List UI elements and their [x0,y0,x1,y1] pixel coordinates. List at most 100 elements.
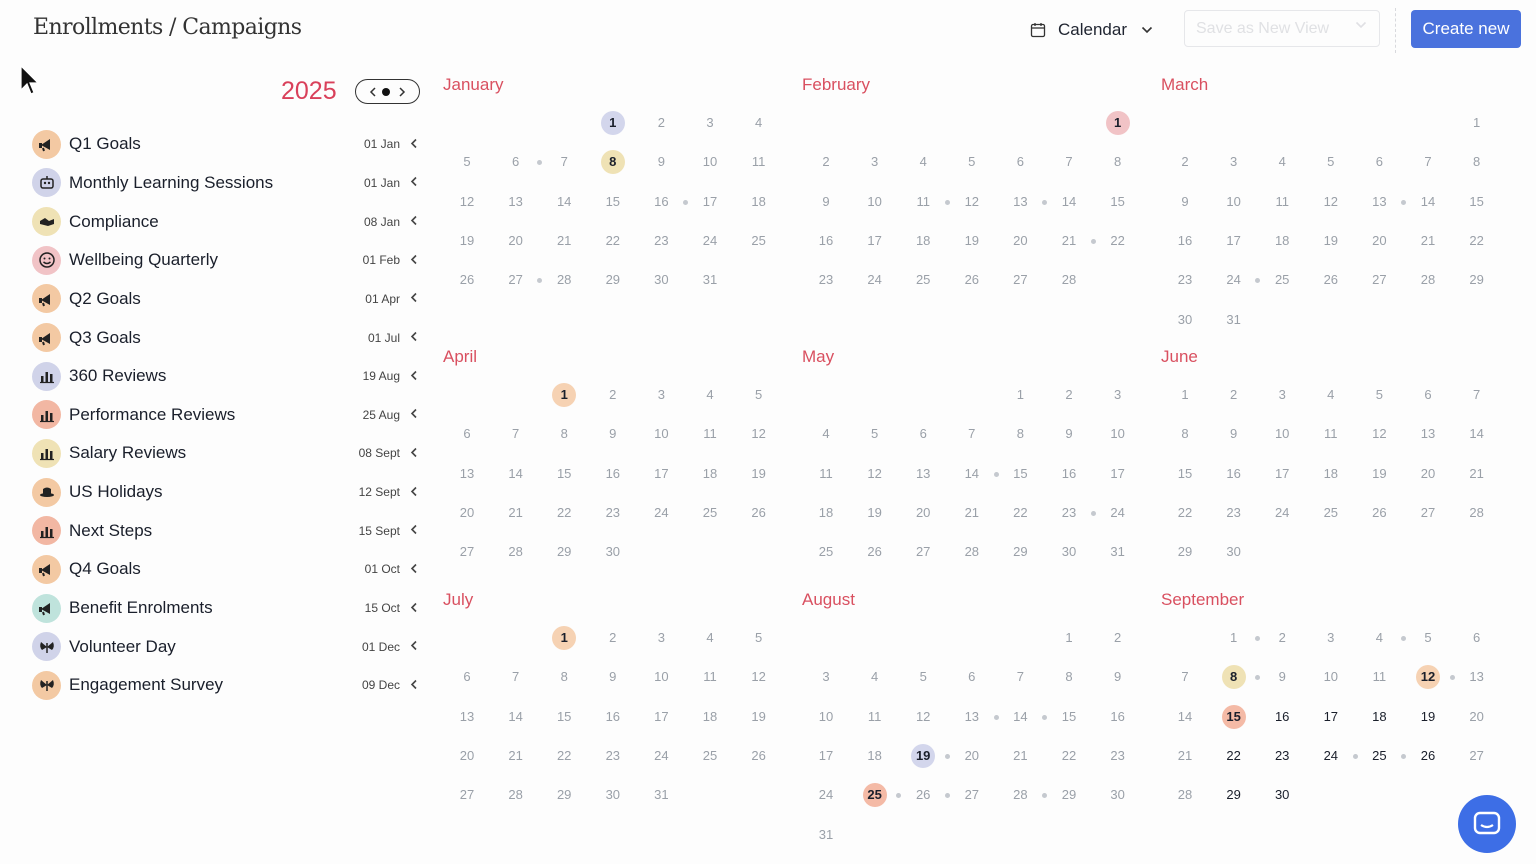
calendar-day[interactable]: 18 [1274,232,1290,248]
calendar-day[interactable]: 2 [657,115,665,130]
calendar-day[interactable]: 13 [1372,193,1387,209]
calendar-day[interactable]: 11 [867,708,882,724]
calendar-day[interactable]: 10 [818,708,834,724]
chevron-left-icon[interactable] [410,291,418,306]
calendar-day[interactable]: 17 [1274,465,1290,481]
chevron-left-icon[interactable] [410,175,418,190]
calendar-day[interactable]: 23 [1110,747,1125,763]
calendar-day[interactable]: 22 [556,504,572,520]
calendar-day[interactable]: 12 [459,193,475,209]
calendar-day[interactable]: 8 [1472,154,1481,170]
calendar-day[interactable]: 1 [1472,115,1481,130]
calendar-day[interactable]: 1 [1065,630,1073,645]
calendar-day[interactable]: 16 [1110,708,1125,724]
calendar-day[interactable]: 19 [751,708,766,724]
calendar-day[interactable]: 6 [1375,154,1383,170]
calendar-day[interactable]: 9 [1181,193,1189,209]
calendar-day[interactable]: 14 [964,465,980,481]
calendar-day[interactable]: 24 [1110,504,1125,520]
chevron-left-icon[interactable] [410,330,418,345]
calendar-day[interactable]: 26 [1323,272,1339,288]
calendar-day[interactable]: 23 [654,232,669,248]
calendar-day[interactable]: 4 [822,426,830,442]
chevron-left-icon[interactable] [410,639,418,654]
calendar-day[interactable]: 15 [605,193,621,209]
calendar-day[interactable]: 6 [511,154,520,170]
calendar-day[interactable]: 21 [1177,747,1193,763]
calendar-day[interactable]: 24 [654,747,669,763]
calendar-day[interactable]: 8 [1016,426,1024,442]
calendar-day[interactable]: 20 [1013,232,1028,248]
calendar-day[interactable]: 1 [1181,387,1189,402]
calendar-day[interactable]: 22 [1110,232,1125,248]
chevron-left-icon[interactable] [410,678,418,693]
calendar-day[interactable]: 20 [1420,465,1436,481]
calendar-day[interactable]: 7 [1065,154,1073,170]
calendar-day[interactable]: 22 [556,747,572,763]
calendar-day[interactable]: 27 [915,544,931,560]
calendar-day[interactable]: 27 [1420,504,1436,520]
calendar-day[interactable]: 19 [1420,708,1436,724]
calendar-day[interactable]: 28 [508,787,523,803]
calendar-day[interactable]: 8 [1181,426,1189,442]
calendar-day[interactable]: 8 [560,669,568,685]
calendar-day[interactable]: 1 [552,626,577,650]
calendar-day[interactable]: 19 [964,232,980,248]
campaign-item[interactable]: Q3 Goals 01 Jul [32,318,422,357]
calendar-day[interactable]: 19 [751,465,766,481]
calendar-day[interactable]: 16 [1177,232,1193,248]
calendar-day[interactable]: 21 [964,504,980,520]
calendar-day[interactable]: 29 [556,544,572,560]
calendar-day[interactable]: 14 [556,193,572,209]
calendar-day[interactable]: 29 [1226,787,1241,803]
calendar-day[interactable]: 30 [605,544,621,560]
calendar-day[interactable]: 13 [1420,426,1436,442]
calendar-day[interactable]: 25 [862,783,887,808]
calendar-day[interactable]: 11 [916,193,930,209]
chevron-left-icon[interactable] [410,407,418,422]
calendar-day[interactable]: 8 [1221,665,1246,690]
calendar-day[interactable]: 9 [1278,669,1286,685]
calendar-day[interactable]: 7 [1424,154,1432,170]
calendar-day[interactable]: 26 [1420,747,1436,763]
calendar-day[interactable]: 16 [654,193,669,209]
calendar-day[interactable]: 25 [702,747,718,763]
calendar-day[interactable]: 13 [459,708,475,724]
calendar-day[interactable]: 2 [609,387,617,402]
calendar-day[interactable]: 13 [1013,193,1028,209]
calendar-day[interactable]: 10 [1274,426,1290,442]
calendar-day[interactable]: 18 [915,232,931,248]
calendar-day[interactable]: 12 [1323,193,1339,209]
calendar-day[interactable]: 31 [1110,544,1125,560]
calendar-day[interactable]: 25 [1372,747,1387,763]
calendar-day[interactable]: 24 [867,272,882,288]
calendar-day[interactable]: 27 [964,787,980,803]
calendar-day[interactable]: 12 [867,465,882,481]
chevron-left-icon[interactable] [410,485,418,500]
calendar-day[interactable]: 17 [1110,465,1125,481]
calendar-day[interactable]: 26 [867,544,882,560]
calendar-day[interactable]: 13 [964,708,980,724]
calendar-day[interactable]: 30 [654,272,669,288]
calendar-day[interactable]: 7 [511,669,520,685]
calendar-day[interactable]: 2 [1229,387,1238,402]
calendar-day[interactable]: 2 [609,630,617,645]
calendar-day[interactable]: 22 [1061,747,1077,763]
calendar-day[interactable]: 21 [1013,747,1028,763]
calendar-day[interactable]: 27 [459,787,475,803]
calendar-day[interactable]: 2 [1113,630,1122,645]
calendar-day[interactable]: 14 [508,465,523,481]
calendar-day[interactable]: 6 [1472,630,1481,645]
calendar-day[interactable]: 18 [1372,708,1387,724]
calendar-day[interactable]: 19 [459,232,475,248]
calendar-day[interactable]: 25 [915,272,931,288]
calendar-day[interactable]: 10 [654,669,669,685]
calendar-day[interactable]: 28 [1420,272,1436,288]
calendar-day[interactable]: 25 [1323,504,1339,520]
calendar-day[interactable]: 9 [1113,669,1122,685]
calendar-day[interactable]: 16 [605,708,621,724]
calendar-day[interactable]: 29 [605,272,621,288]
calendar-day[interactable]: 19 [911,743,936,768]
calendar-day[interactable]: 15 [1013,465,1028,481]
calendar-day[interactable]: 23 [1061,504,1077,520]
